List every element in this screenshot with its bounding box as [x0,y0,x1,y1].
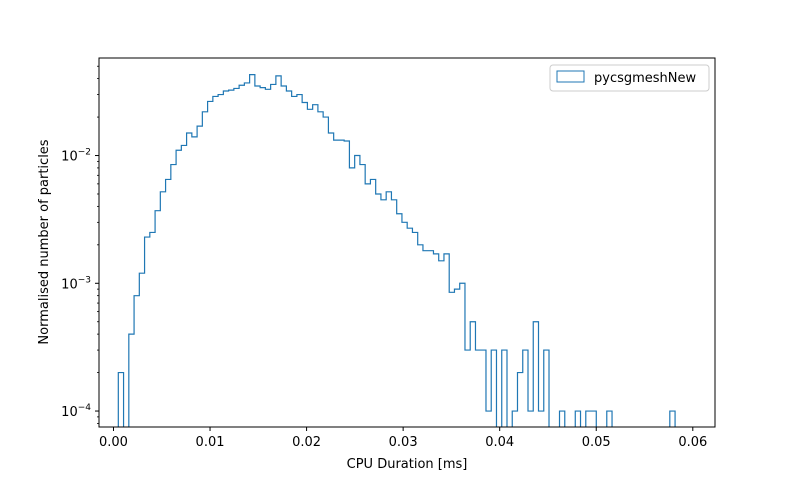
histogram-step-line [117,74,676,427]
x-tick-label: 0.04 [485,435,514,450]
y-tick-label: 10−2 [61,148,91,165]
y-axis-ticks: 10−4 10−3 10−2 [61,65,99,424]
x-tick-label: 0.06 [678,435,707,450]
y-tick-label: 10−4 [61,403,91,420]
x-axis-ticks: 0.00 0.01 0.02 0.03 0.04 0.05 0.06 [99,427,707,450]
histogram-bins [117,74,676,427]
axes-frame [98,57,716,428]
x-tick-label: 0.01 [196,435,225,450]
x-tick-label: 0.03 [389,435,418,450]
x-tick-label: 0.02 [292,435,321,450]
y-axis-label: Normalised number of particles [37,139,52,344]
x-tick-label: 0.00 [99,435,128,450]
y-tick-label: 10−3 [61,275,91,292]
legend: pycsgmeshNew [549,64,710,92]
x-tick-label: 0.05 [582,435,611,450]
legend-label: pycsgmeshNew [594,71,697,86]
plot-area [117,74,676,427]
legend-swatch [556,70,585,83]
x-axis-label: CPU Duration [ms] [347,457,468,472]
legend-box [549,64,710,92]
